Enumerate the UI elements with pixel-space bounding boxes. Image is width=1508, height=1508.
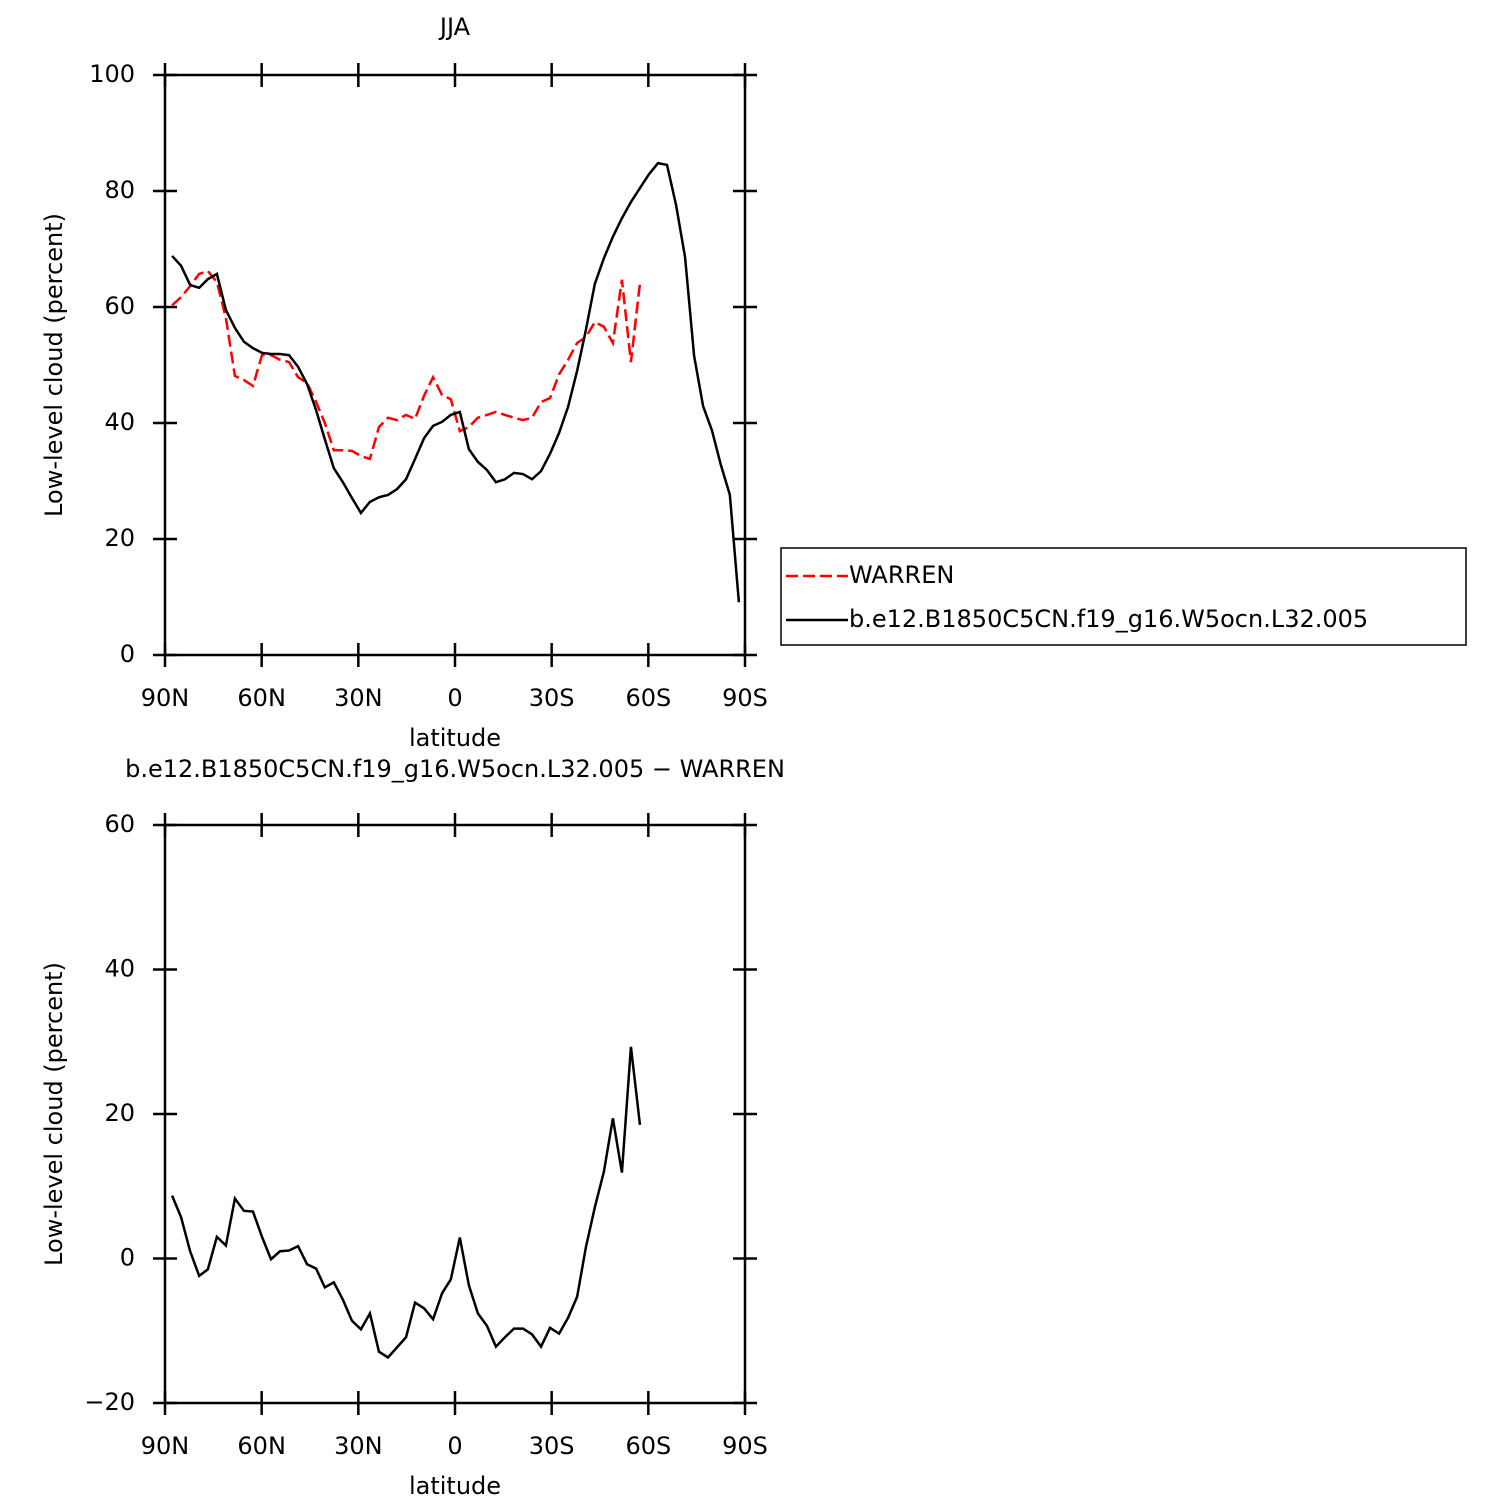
x-tick-label: 30N: [334, 684, 383, 712]
x-tick-label: 90N: [141, 684, 190, 712]
x-tick-label: 30S: [529, 684, 575, 712]
y-tick-label: −20: [84, 1388, 135, 1416]
y-tick-label: 0: [120, 640, 135, 668]
y-tick-label: 0: [120, 1244, 135, 1272]
chart-title: JJA: [438, 13, 471, 41]
x-tick-label: 0: [447, 1432, 462, 1460]
x-tick-label: 0: [447, 684, 462, 712]
y-tick-label: 20: [104, 1099, 135, 1127]
legend-box: [780, 547, 1467, 646]
plot-frame: [163, 823, 747, 1405]
x-tick-label: 30N: [334, 1432, 383, 1460]
x-axis-title: latitude: [409, 1472, 501, 1500]
y-tick-label: 20: [104, 524, 135, 552]
data-line: [171, 269, 642, 461]
y-tick-label: 100: [89, 60, 135, 88]
data-line: [170, 1046, 642, 1360]
chart-title: b.e12.B1850C5CN.f19_g16.W5ocn.L32.005 − …: [125, 755, 785, 783]
x-tick-label: 30S: [529, 1432, 575, 1460]
y-tick-label: 60: [104, 292, 135, 320]
data-line: [171, 161, 741, 603]
y-tick-label: 80: [104, 176, 135, 204]
x-tick-label: 90S: [722, 684, 768, 712]
x-tick-label: 90N: [141, 1432, 190, 1460]
x-axis-title: latitude: [409, 724, 501, 752]
x-tick-label: 60N: [237, 1432, 286, 1460]
x-tick-label: 60S: [625, 684, 671, 712]
y-axis-title: Low-level cloud (percent): [40, 962, 68, 1266]
y-tick-label: 40: [104, 955, 135, 983]
y-tick-label: 40: [104, 408, 135, 436]
y-tick-label: 60: [104, 810, 135, 838]
legend-label: b.e12.B1850C5CN.f19_g16.W5ocn.L32.005: [849, 605, 1368, 633]
y-axis-title: Low-level cloud (percent): [40, 213, 68, 517]
x-tick-label: 90S: [722, 1432, 768, 1460]
x-tick-label: 60S: [625, 1432, 671, 1460]
legend-label: WARREN: [849, 561, 954, 589]
x-tick-label: 60N: [237, 684, 286, 712]
